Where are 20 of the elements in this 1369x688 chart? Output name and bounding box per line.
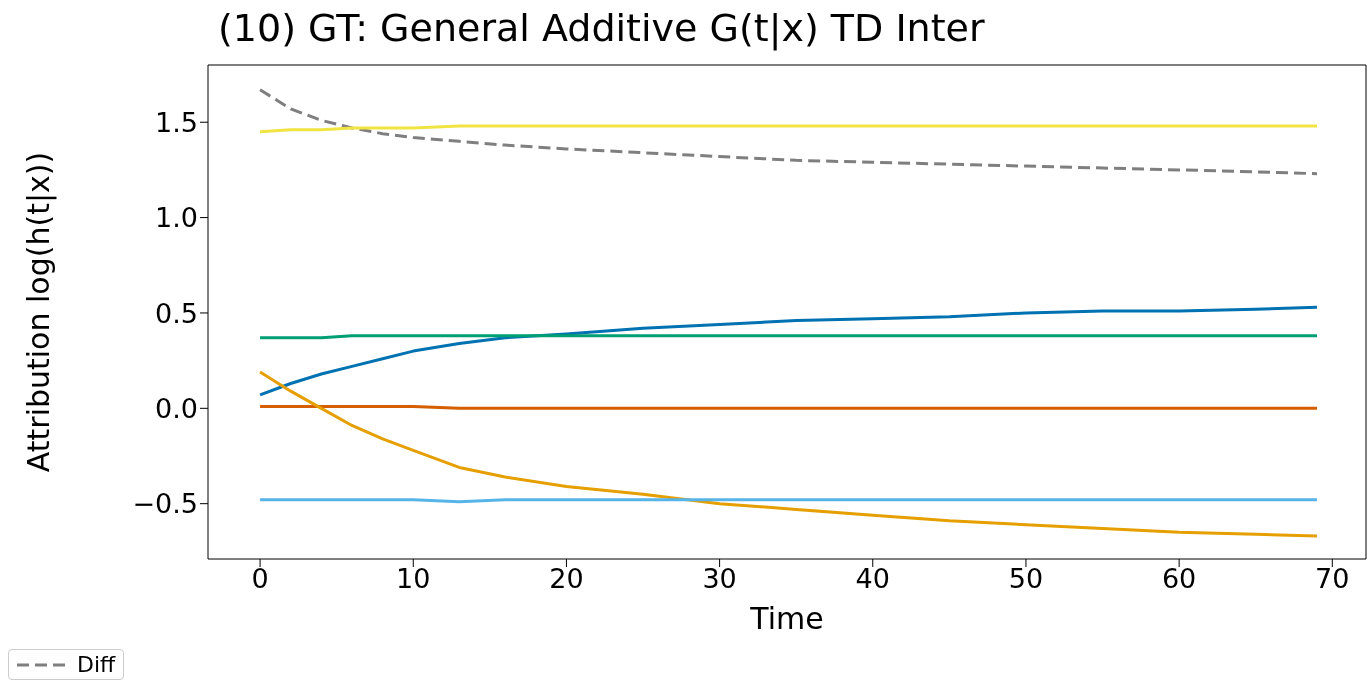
x-tick-label: 40 bbox=[855, 563, 890, 595]
y-tick-label: −0.5 bbox=[132, 488, 198, 520]
legend-label: Diff bbox=[77, 652, 116, 677]
line-series bbox=[258, 305, 1319, 397]
x-tick-label: 50 bbox=[1008, 563, 1044, 595]
x-tick-label: 0 bbox=[251, 563, 269, 595]
chart-title: (10) GT: General Additive G(t|x) TD Inter bbox=[218, 6, 985, 50]
y-tick-label: 0.0 bbox=[155, 392, 198, 424]
y-tick-label: 1.5 bbox=[155, 106, 198, 138]
x-axis-title: Time bbox=[749, 601, 824, 636]
x-tick-label: 20 bbox=[549, 563, 584, 595]
x-tick-label: 70 bbox=[1315, 563, 1350, 595]
x-tick-label: 30 bbox=[702, 563, 737, 595]
line-series bbox=[258, 370, 1319, 538]
y-axis-title: Attribution log(h(t|x)) bbox=[20, 151, 57, 473]
y-tick-label: 1.0 bbox=[155, 202, 198, 234]
y-tick-label: 0.5 bbox=[155, 297, 198, 329]
x-tick-label: 60 bbox=[1161, 563, 1197, 595]
line-series bbox=[258, 88, 1319, 176]
x-tick-label: 10 bbox=[396, 563, 431, 595]
